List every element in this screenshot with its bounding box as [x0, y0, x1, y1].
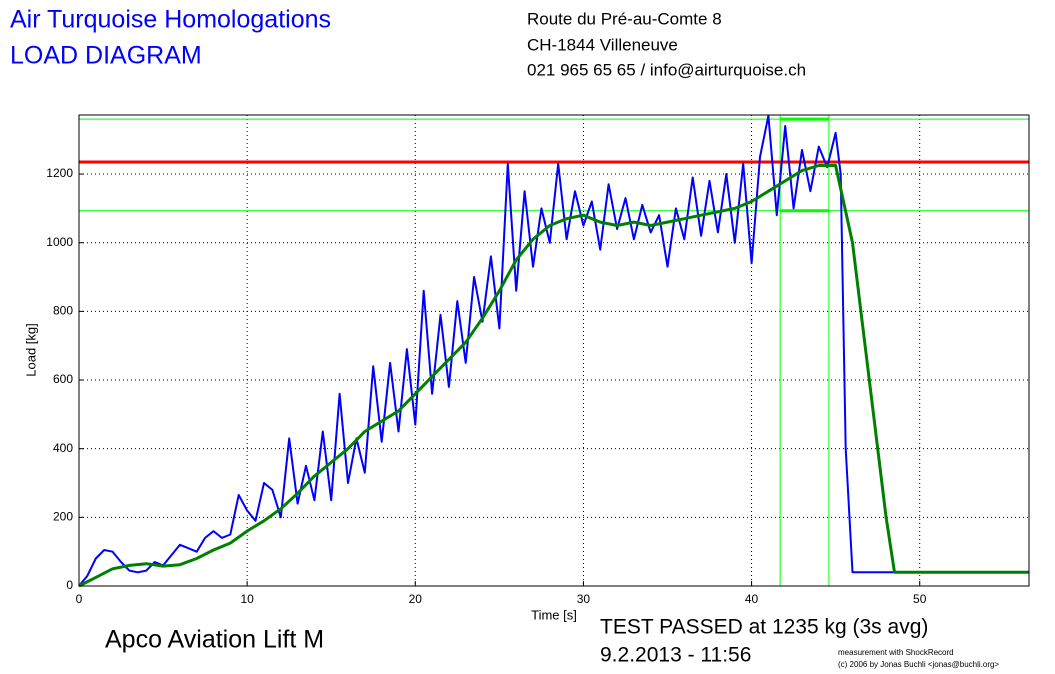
- data-line: [78, 164, 1029, 588]
- chart-subtitle: LOAD DIAGRAM: [10, 42, 202, 70]
- x-tick-label: 30: [577, 592, 591, 606]
- date: 9.2.2013 - 11:56: [600, 644, 751, 667]
- plot-area: [79, 115, 1029, 586]
- data-line: [78, 114, 1029, 587]
- y-tick-label: 200: [53, 510, 73, 524]
- y-axis-label: Load [kg]: [23, 323, 38, 377]
- x-tick-label: 40: [745, 592, 759, 606]
- model-name: Apco Aviation Lift M: [105, 626, 324, 654]
- y-tick-label: 400: [53, 441, 73, 455]
- credit: measurement with ShockRecord: [838, 648, 954, 657]
- address-line: 021 965 65 65 / info@airturquoise.ch: [527, 60, 806, 79]
- x-axis-label: Time [s]: [531, 607, 577, 622]
- address-line: Route du Pré-au-Comte 8: [527, 9, 722, 28]
- result: TEST PASSED at 1235 kg (3s avg): [600, 616, 928, 639]
- plot-frame: [78, 114, 1030, 587]
- y-tick-label: 600: [53, 372, 73, 386]
- address-line: CH-1844 Villeneuve: [527, 35, 678, 54]
- x-tick-label: 10: [240, 592, 254, 606]
- y-tick-label: 1200: [46, 166, 73, 180]
- x-tick-label: 50: [913, 592, 927, 606]
- credit: (c) 2006 by Jonas Buchli <jonas@buchli.o…: [838, 660, 999, 669]
- x-tick-label: 20: [409, 592, 423, 606]
- y-tick-label: 0: [66, 578, 73, 592]
- x-tick-label: 0: [76, 592, 83, 606]
- y-tick-label: 1000: [46, 235, 73, 249]
- chart-title: Air Turquoise Homologations: [10, 6, 331, 34]
- y-tick-label: 800: [53, 304, 73, 318]
